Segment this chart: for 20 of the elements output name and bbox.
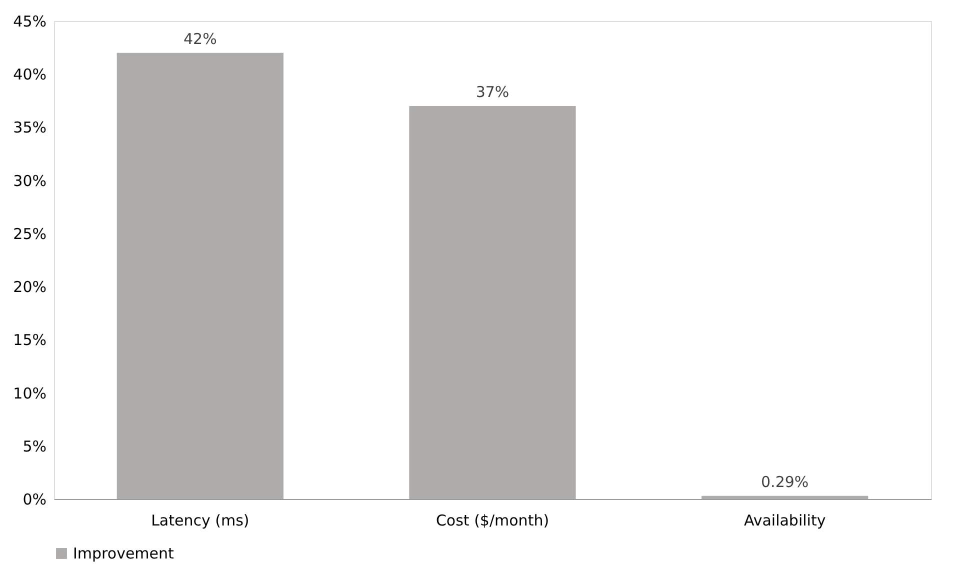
y-tick-label: 15% bbox=[13, 331, 46, 350]
y-tick-label: 30% bbox=[13, 172, 46, 190]
y-tick-label: 20% bbox=[13, 278, 46, 296]
data-label: 42% bbox=[183, 30, 217, 48]
y-tick-label: 5% bbox=[22, 437, 46, 456]
y-tick-label: 45% bbox=[13, 12, 46, 30]
bar bbox=[409, 106, 576, 499]
x-tick-label: Availability bbox=[744, 512, 826, 530]
y-tick-label: 40% bbox=[13, 66, 46, 84]
y-tick-label: 10% bbox=[13, 384, 46, 402]
legend-label: Improvement bbox=[73, 544, 174, 562]
y-tick-label: 35% bbox=[13, 118, 46, 137]
x-tick-label: Cost ($/month) bbox=[436, 512, 550, 530]
data-label: 37% bbox=[476, 82, 510, 101]
x-tick-label: Latency (ms) bbox=[151, 512, 250, 530]
bar bbox=[702, 496, 868, 499]
data-label: 0.29% bbox=[761, 472, 809, 491]
y-tick-label: 0% bbox=[22, 490, 46, 508]
bar bbox=[116, 52, 284, 499]
y-tick-label: 25% bbox=[13, 224, 46, 243]
